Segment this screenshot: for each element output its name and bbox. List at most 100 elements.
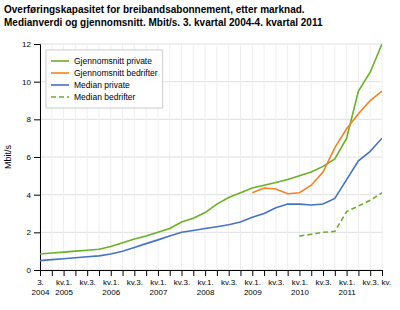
- x-tick-mark: [64, 270, 65, 276]
- grid-line: [358, 44, 359, 270]
- legend-label: Median bedrifter: [74, 92, 136, 102]
- x-tick: kv.3.: [315, 270, 331, 287]
- grid-line: [40, 119, 382, 120]
- x-tick: kv.1.: [150, 270, 166, 287]
- legend-label: Median private: [74, 80, 130, 90]
- x-tick: kv.1.: [103, 270, 119, 287]
- y-tick-mark: [34, 157, 40, 158]
- x-tick: [240, 270, 241, 276]
- legend-swatch: [51, 60, 69, 62]
- year-tick-label: 2006: [102, 288, 120, 297]
- plot: 0246810123.kv.1.kv.3.kv.1.kv.3.kv.1.kv.3…: [22, 40, 391, 297]
- year-tick-label: 2007: [150, 288, 168, 297]
- x-tick-mark: [311, 270, 312, 276]
- y-axis-line: [34, 45, 41, 271]
- y-tick-label: 10: [22, 78, 31, 87]
- y-tick: 6: [27, 153, 40, 162]
- x-tick-mark: [134, 270, 135, 276]
- grid-line: [323, 44, 324, 270]
- grid-line: [264, 44, 265, 270]
- x-tick: [193, 270, 194, 276]
- series-line: [40, 138, 382, 260]
- y-tick-label: 4: [27, 191, 32, 200]
- x-tick: kv.1.: [56, 270, 72, 287]
- y-tick-label: 2: [27, 228, 32, 237]
- grid-line: [275, 44, 276, 270]
- x-tick-mark: [335, 270, 336, 276]
- year-tick-label: 2008: [197, 288, 215, 297]
- x-tick-label: 3.: [37, 278, 44, 287]
- y-tick: 4: [27, 191, 40, 200]
- x-tick-label: kv.3.: [268, 278, 284, 287]
- x-tick-mark: [323, 270, 324, 276]
- x-tick: kv.1.: [292, 270, 308, 287]
- series-line: [299, 193, 382, 236]
- y-tick-mark: [34, 232, 40, 233]
- x-tick-mark: [182, 270, 183, 276]
- x-tick-mark: [205, 270, 206, 276]
- x-tick-mark: [99, 270, 100, 276]
- y-tick: 0: [27, 266, 40, 275]
- x-tick-label: kv.1.: [292, 278, 308, 287]
- title: Overføringskapasitet for breibandsabonne…: [4, 4, 305, 15]
- x-tick: [217, 270, 218, 276]
- legend-label: Gjennomsnitt private: [74, 56, 152, 66]
- x-tick-mark: [123, 270, 124, 276]
- lines: [40, 44, 382, 261]
- x-tick-mark: [146, 270, 147, 276]
- year-tick: 2010: [291, 286, 309, 297]
- y-tick-label: 6: [27, 153, 32, 162]
- x-tick: [311, 270, 312, 276]
- x-tick: [170, 270, 171, 276]
- y-tick-mark: [34, 195, 40, 196]
- year-tick: 2008: [197, 286, 215, 297]
- x-tick: [358, 270, 359, 276]
- x-tick-mark: [240, 270, 241, 276]
- year-tick: 2007: [150, 286, 168, 297]
- x-tick: [146, 270, 147, 276]
- x-tick-mark: [40, 270, 41, 276]
- x-tick-label: kv.: [382, 278, 392, 287]
- x-tick-mark: [229, 270, 230, 276]
- grid-line: [240, 44, 241, 270]
- grid-line: [205, 44, 206, 270]
- x-tick-mark: [252, 270, 253, 276]
- x-tick: [288, 270, 289, 276]
- grid-line: [346, 44, 347, 270]
- x-tick: kv.3.: [268, 270, 284, 287]
- y-tick-mark: [34, 82, 40, 83]
- legend-box: [46, 50, 163, 108]
- x-tick-mark: [87, 270, 88, 276]
- y-tick: 8: [27, 115, 40, 124]
- year-tick-label: 2009: [244, 288, 262, 297]
- x-tick-mark: [217, 270, 218, 276]
- x-tick: kv.3.: [363, 270, 379, 287]
- x-tick: [123, 270, 124, 276]
- x-tick-label: kv.3.: [221, 278, 237, 287]
- x-tick-mark: [276, 270, 277, 276]
- x-tick-label: kv.1.: [56, 278, 72, 287]
- series-line: [40, 44, 382, 254]
- x-tick-label: kv.1.: [197, 278, 213, 287]
- grid-line: [287, 44, 288, 270]
- x-axis-line: [41, 271, 383, 277]
- grid-line: [311, 44, 312, 270]
- year-tick-label: 2004: [32, 288, 50, 297]
- x-tick: [75, 270, 76, 276]
- x-tick-mark: [158, 270, 159, 276]
- x-tick: 3.: [37, 270, 44, 287]
- x-tick: kv.3.: [80, 270, 96, 287]
- grid-line: [40, 232, 382, 233]
- grid-line: [181, 44, 182, 270]
- x-tick-label: kv.3.: [174, 278, 190, 287]
- legend-swatch: [51, 72, 69, 74]
- legend-swatch: [51, 96, 69, 98]
- y-tick-mark: [34, 44, 40, 45]
- x-tick-mark: [382, 270, 383, 276]
- x-tick-mark: [264, 270, 265, 276]
- legend-label: Gjennomsnitt bedrifter: [74, 68, 158, 78]
- y-tick: 2: [27, 228, 40, 237]
- x-tick: [52, 270, 53, 276]
- x-tick-mark: [52, 270, 53, 276]
- x-axis-years: 20042005200620072008200920102011: [32, 286, 357, 297]
